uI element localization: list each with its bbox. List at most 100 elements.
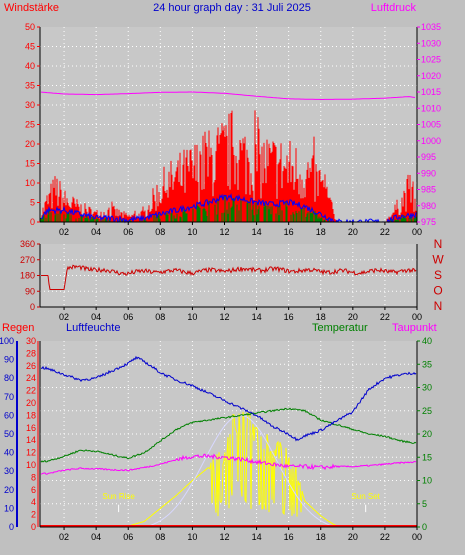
sun-event-label: Sun Set <box>351 492 380 501</box>
rain-axis-label: Regen <box>2 322 34 334</box>
x-tick-label: 04 <box>91 227 101 237</box>
pressure-tick-label: 1030 <box>421 38 441 48</box>
wind-tick-label: 25 <box>25 120 35 130</box>
x-tick-label: 08 <box>155 532 165 542</box>
rain-tick-label: 6 <box>31 485 36 495</box>
x-tick-label: 08 <box>155 227 165 237</box>
wind-lines <box>40 91 417 224</box>
temperature-axis-label: Temperatur <box>312 322 368 334</box>
pressure-tick-label: 990 <box>421 168 436 178</box>
direction-tick-label: 360 <box>20 239 35 249</box>
x-tick-label: 22 <box>380 227 390 237</box>
pressure-axis-label: Luftdruck <box>371 2 417 14</box>
x-tick-label: 10 <box>187 532 197 542</box>
wind-tick-label: 10 <box>25 178 35 188</box>
wind-tick-label: 40 <box>25 61 35 71</box>
humidity-tick-label: 90 <box>4 355 14 365</box>
x-tick-label: 18 <box>316 227 326 237</box>
pressure-tick-label: 985 <box>421 185 436 195</box>
pressure-tick-label: 1010 <box>421 103 441 113</box>
wind-tick-label: 30 <box>25 100 35 110</box>
humidity-tick-label: 20 <box>4 485 14 495</box>
x-tick-label: 18 <box>316 312 326 322</box>
pressure-tick-label: 1015 <box>421 87 441 97</box>
pressure-tick-label: 1005 <box>421 120 441 130</box>
rain-tick-label: 22 <box>26 386 36 396</box>
wind-axis-label: Windstärke <box>4 2 59 14</box>
wind-tick-label: 5 <box>30 198 35 208</box>
direction-lines <box>41 264 417 290</box>
temperature-tick-label: 5 <box>422 499 427 509</box>
dewpoint-axis-label: Taupunkt <box>392 322 437 334</box>
wind-tick-label: 15 <box>25 159 35 169</box>
x-tick-label: 02 <box>59 532 69 542</box>
x-tick-label: 10 <box>187 312 197 322</box>
x-tick-label: 14 <box>252 312 262 322</box>
rain-tick-label: 24 <box>26 373 36 383</box>
x-tick-label: 12 <box>219 227 229 237</box>
temperature-line <box>40 407 417 463</box>
humidity-line <box>40 355 417 442</box>
humidity-axes: 02 04 06 08 10 12 14 16 18 20 22 000102030405060708… <box>0 336 432 542</box>
rain-tick-label: 14 <box>26 435 36 445</box>
x-tick-label: 00 <box>412 312 422 322</box>
humidity-tick-label: 50 <box>4 429 14 439</box>
x-tick-label: 16 <box>284 227 294 237</box>
temperature-tick-label: 15 <box>422 452 432 462</box>
rain-tick-label: 2 <box>31 510 36 520</box>
compass-label: N <box>434 299 443 313</box>
wind-tick-label: 50 <box>25 22 35 32</box>
x-tick-label: 08 <box>155 312 165 322</box>
humidity-tick-label: 40 <box>4 448 14 458</box>
wind-tick-label: 0 <box>30 217 35 227</box>
wind-panel: 02 04 06 08 10 12 14 16 18 20 22 000510152025303540… <box>4 2 441 237</box>
rain-tick-label: 10 <box>26 460 36 470</box>
x-tick-label: 00 <box>412 532 422 542</box>
x-tick-label: 10 <box>187 227 197 237</box>
direction-tick-label: 0 <box>30 302 35 312</box>
x-tick-label: 14 <box>252 532 262 542</box>
pressure-tick-label: 1000 <box>421 136 441 146</box>
x-tick-label: 16 <box>284 532 294 542</box>
direction-tick-label: 90 <box>25 286 35 296</box>
x-tick-label: 20 <box>348 227 358 237</box>
x-tick-label: 20 <box>348 312 358 322</box>
rain-tick-label: 8 <box>31 472 36 482</box>
direction-tick-label: 180 <box>20 271 35 281</box>
rain-tick-label: 18 <box>26 410 36 420</box>
humidity-tick-label: 60 <box>4 410 14 420</box>
rain-tick-label: 16 <box>26 423 36 433</box>
compass-label: W <box>432 253 444 267</box>
x-tick-label: 00 <box>412 227 422 237</box>
rain-tick-label: 4 <box>31 497 36 507</box>
x-tick-label: 12 <box>219 532 229 542</box>
rain-tick-label: 30 <box>26 336 36 346</box>
humidity-panel: Sun Rise Sun Set 02 04 06 08 10 12 14 16 18 20 22 00… <box>0 322 437 542</box>
pressure-tick-label: 1035 <box>421 22 441 32</box>
pressure-tick-label: 980 <box>421 201 436 211</box>
compass-label: N <box>434 237 443 251</box>
rain-tick-label: 26 <box>26 361 36 371</box>
x-tick-label: 16 <box>284 312 294 322</box>
humidity-tick-label: 10 <box>4 503 14 513</box>
pressure-tick-label: 995 <box>421 152 436 162</box>
x-tick-label: 06 <box>123 312 133 322</box>
x-tick-label: 02 <box>59 227 69 237</box>
pressure-tick-label: 975 <box>421 217 436 227</box>
x-tick-label: 02 <box>59 312 69 322</box>
chart-title: 24 hour graph day : 31 Juli 2025 <box>153 2 311 14</box>
x-tick-label: 06 <box>123 532 133 542</box>
compass-label: S <box>434 268 442 282</box>
direction-tick-label: 270 <box>20 255 35 265</box>
temperature-tick-label: 0 <box>422 522 427 532</box>
pressure-line <box>40 91 416 100</box>
humidity-axis-label: Luftfeuchte <box>66 322 120 334</box>
humidity-tick-label: 80 <box>4 373 14 383</box>
wind-tick-label: 35 <box>25 81 35 91</box>
pressure-tick-label: 1025 <box>421 55 441 65</box>
x-tick-label: 14 <box>252 227 262 237</box>
temperature-tick-label: 30 <box>422 383 432 393</box>
